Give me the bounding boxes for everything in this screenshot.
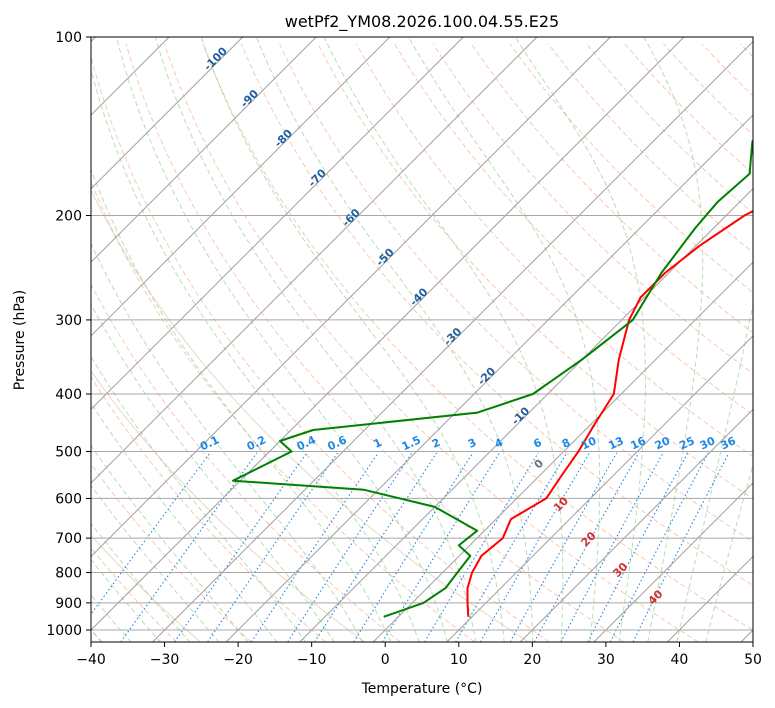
theta-e-line — [91, 534, 201, 642]
isotherm-line — [225, 114, 753, 642]
dry-adiabat-line — [91, 376, 326, 642]
moist-adiabat-line — [91, 355, 307, 642]
mixing-ratio-line — [207, 452, 339, 642]
mixing-ratio-line — [509, 452, 618, 642]
dry-adiabat-line — [91, 463, 252, 642]
dry-adiabat-line — [91, 180, 475, 642]
moist-adiabat-line — [255, 37, 534, 642]
mixing-ratio-label: 20 — [653, 434, 673, 452]
x-tick-label: 50 — [744, 652, 762, 668]
dry-adiabat-line — [279, 43, 753, 543]
mixing-ratio-line — [533, 452, 640, 642]
moist-adiabat-line — [514, 37, 646, 642]
mixing-ratio-line — [287, 452, 413, 642]
mixing-ratio-line — [314, 452, 438, 642]
temperature-profile-line — [466, 210, 753, 617]
dry-adiabat-line — [240, 43, 753, 587]
isotherm-line — [91, 37, 317, 263]
x-tick-label: 20 — [523, 652, 541, 668]
isotherm-line — [299, 187, 753, 642]
mixing-ratio-label: 25 — [677, 434, 696, 452]
moist-adiabat-line — [116, 37, 448, 642]
x-tick-label: 0 — [381, 652, 390, 668]
y-tick-label: 300 — [55, 313, 82, 329]
y-tick-label: 900 — [55, 596, 82, 612]
mixing-ratio-label: 13 — [606, 434, 625, 452]
isotherm-line — [91, 37, 391, 337]
mixing-ratio-line — [455, 452, 568, 642]
x-tick-label: 10 — [450, 652, 468, 668]
dry-adiabat-line — [471, 43, 753, 334]
mixing-ratio-line — [587, 452, 689, 642]
isotherm-line — [372, 261, 753, 642]
x-tick-label: −40 — [76, 652, 106, 668]
mixing-ratio-label: 10 — [579, 434, 599, 452]
y-tick-label: 700 — [55, 531, 82, 547]
isotherm-line — [519, 408, 753, 642]
x-tick-label: 30 — [597, 652, 615, 668]
moist-adiabat-line — [705, 463, 753, 642]
series-layer — [232, 139, 753, 618]
y-tick-label: 1000 — [46, 623, 82, 639]
moist-adiabat-line — [91, 168, 392, 642]
mixing-ratio-label: 30 — [698, 434, 718, 452]
x-tick-label: −30 — [150, 652, 180, 668]
mixing-ratio-label: 16 — [629, 434, 649, 452]
y-tick-label: 100 — [55, 30, 82, 46]
y-tick-label: 500 — [55, 444, 82, 460]
moist-adiabat-line — [91, 303, 335, 642]
isotherm-line — [91, 37, 464, 411]
dry-adiabat-line — [355, 43, 753, 458]
isotherm-line — [91, 37, 244, 190]
moist-adiabat-line — [676, 301, 753, 642]
dry-adiabat-line — [202, 43, 753, 631]
dry-adiabat-line — [432, 43, 753, 375]
mixing-ratio-line — [609, 452, 709, 642]
mixing-ratio-label: 36 — [719, 434, 739, 452]
isotherm-line — [152, 40, 753, 642]
isotherm-line — [91, 37, 611, 558]
chart-title: wetPf2_YM08.2026.100.04.55.E25 — [285, 12, 559, 32]
dry-adiabat-line — [91, 55, 550, 642]
mixing-ratio-line — [91, 452, 211, 616]
dry-adiabat-line — [91, 547, 177, 642]
isotherm-line — [446, 335, 753, 642]
isotherm-line — [593, 482, 753, 642]
isotherm-line — [91, 37, 685, 631]
moist-adiabat-line — [200, 37, 505, 642]
x-tick-label: −20 — [223, 652, 253, 668]
moist-adiabat-line — [408, 37, 601, 642]
y-tick-label: 200 — [55, 209, 82, 225]
x-axis-title: Temperature (°C) — [361, 681, 483, 697]
mixing-ratio-line — [250, 452, 379, 642]
mixing-ratio-line — [174, 452, 308, 642]
moist-adiabat-line — [643, 37, 704, 642]
y-axis-title: Pressure (hPa) — [12, 290, 28, 390]
x-tick-label: 40 — [671, 652, 689, 668]
y-tick-label: 600 — [55, 491, 82, 507]
dewpoint-profile-line — [232, 139, 753, 618]
isotherm-line — [91, 37, 538, 484]
theta-e-line — [91, 370, 365, 642]
moist-adiabat-line — [91, 484, 220, 642]
moist-adiabat-line — [91, 444, 249, 642]
y-tick-label: 800 — [55, 566, 82, 582]
tick-layer: −40 −30 −20 −10 0 10 20 30 40 50 100 200 300 400 500 60… — [46, 30, 762, 668]
y-tick-label: 400 — [55, 387, 82, 403]
moist-adiabat-line — [91, 242, 364, 642]
plot-frame — [90, 36, 754, 643]
moist-adiabat-line — [323, 37, 564, 642]
x-tick-label: −10 — [297, 652, 327, 668]
